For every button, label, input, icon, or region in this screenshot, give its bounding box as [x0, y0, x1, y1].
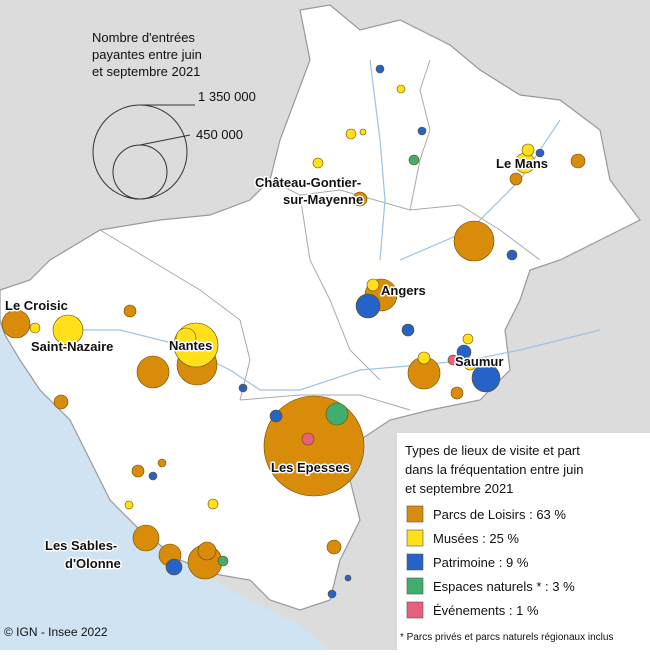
- bubble: [325, 402, 349, 426]
- bubble: [124, 500, 134, 510]
- size-title: et septembre 2021: [92, 64, 200, 79]
- bubble: [417, 126, 427, 136]
- city-label: Le Mans: [496, 156, 548, 171]
- legend-swatch: [406, 529, 424, 547]
- city-label: Les Epesses: [271, 460, 350, 475]
- city-label: Les Sables-: [45, 538, 117, 553]
- bubble: [312, 157, 324, 169]
- bubble: [29, 322, 41, 334]
- bubble: [366, 278, 380, 292]
- bubble: [238, 383, 248, 393]
- bubble: [136, 355, 170, 389]
- legend-label: Musées : 25 %: [433, 531, 519, 546]
- legend-title: dans la fréquentation entre juin: [405, 462, 584, 477]
- size-label: 450 000: [196, 127, 243, 142]
- bubble: [375, 64, 385, 74]
- bubble: [148, 471, 158, 481]
- bubble: [447, 354, 459, 366]
- city-labels: Le Mans Château-Gontier- sur-Mayenne Ang…: [4, 155, 550, 573]
- city-label: Saumur: [455, 354, 503, 369]
- bubble: [456, 344, 472, 360]
- bubble: [123, 304, 137, 318]
- sea: [0, 320, 330, 650]
- city-label: d'Olonne: [65, 556, 121, 571]
- bubble: [344, 574, 352, 582]
- bubble: [52, 314, 84, 346]
- size-title: payantes entre juin: [92, 47, 202, 62]
- legend-label: Événements : 1 %: [433, 603, 539, 618]
- bubble: [521, 143, 535, 157]
- legend-label: Patrimoine : 9 %: [433, 555, 529, 570]
- bubble: [326, 539, 342, 555]
- legend-label: Parcs de Loisirs : 63 %: [433, 507, 566, 522]
- bubble: [327, 589, 337, 599]
- bubble: [1, 309, 31, 339]
- source: © IGN - Insee 2022: [4, 625, 108, 639]
- legend-box: [397, 433, 650, 650]
- bubble: [417, 351, 431, 365]
- size-title: Nombre d'entrées: [92, 30, 195, 45]
- bubble: [197, 541, 217, 561]
- footnote: * Parcs privés et parcs naturels régiona…: [400, 632, 613, 643]
- legend-swatch: [406, 553, 424, 571]
- bubble: [359, 128, 367, 136]
- bubble: [453, 220, 495, 262]
- bubble: [450, 386, 464, 400]
- bubbles: [1, 64, 586, 599]
- leader: [139, 134, 191, 146]
- bubble: [132, 524, 160, 552]
- city-label: Saint-Nazaire: [31, 339, 113, 354]
- legend-swatch: [406, 601, 424, 619]
- bubble: [396, 84, 406, 94]
- bubble: [165, 558, 183, 576]
- bubble: [535, 148, 545, 158]
- bubble: [509, 172, 523, 186]
- legend-swatch: [406, 505, 424, 523]
- bubble: [53, 394, 69, 410]
- city-label: Le Croisic: [5, 298, 68, 313]
- bubble: [352, 191, 368, 207]
- legend-swatch: [406, 577, 424, 595]
- size-label: 1 350 000: [198, 89, 256, 104]
- department-borders: [99, 59, 541, 411]
- bubble: [131, 464, 145, 478]
- bubble: [217, 555, 229, 567]
- bubble: [401, 323, 415, 337]
- bubble: [570, 153, 586, 169]
- bubble: [355, 293, 381, 319]
- size-legend: Nombre d'entrées payantes entre juin et …: [92, 30, 256, 200]
- bubble: [301, 432, 315, 446]
- legend: Types de lieux de visite et part dans la…: [405, 443, 584, 619]
- bubble: [462, 333, 474, 345]
- city-label: Château-Gontier-: [255, 175, 361, 190]
- city-label: Nantes: [169, 338, 212, 353]
- bubble: [207, 498, 219, 510]
- bubble: [175, 327, 197, 349]
- legend-label: Espaces naturels * : 3 %: [433, 579, 575, 594]
- bubble: [408, 154, 420, 166]
- region: [0, 4, 641, 611]
- bubble: [157, 458, 167, 468]
- city-label: sur-Mayenne: [283, 192, 363, 207]
- bubble: [506, 249, 518, 261]
- bubble: [345, 128, 357, 140]
- city-label: Angers: [381, 283, 426, 298]
- legend-title: et septembre 2021: [405, 481, 513, 496]
- legend-title: Types de lieux de visite et part: [405, 443, 580, 458]
- bubble: [471, 363, 501, 393]
- bubble: [269, 409, 283, 423]
- bubble: [463, 357, 477, 371]
